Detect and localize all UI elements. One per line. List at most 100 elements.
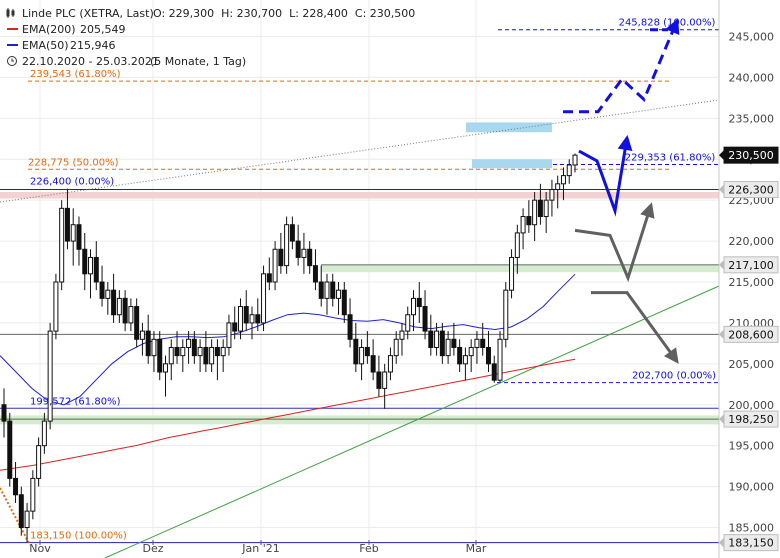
candle-body: [174, 346, 180, 357]
candle: [24, 502, 30, 543]
ohlc-values: O: 229,300 H: 230,700 L: 228,400 C: 230,…: [153, 7, 415, 20]
candle: [18, 486, 24, 536]
candle: [376, 355, 382, 397]
candle: [209, 339, 215, 373]
candle: [134, 298, 140, 348]
candle: [457, 339, 463, 373]
x-tick-label: Dez: [142, 542, 163, 555]
candle: [416, 282, 422, 323]
candle: [474, 331, 480, 364]
candle-body: [289, 224, 295, 242]
candle: [451, 322, 457, 356]
candle-body: [359, 346, 365, 365]
candle: [157, 331, 163, 381]
candle-body: [128, 306, 134, 324]
candle: [284, 216, 290, 274]
projection-arrows: [563, 18, 680, 364]
resistance-zone-upper: [466, 122, 552, 133]
candle-body: [157, 338, 163, 373]
candle: [301, 232, 307, 274]
candle: [434, 322, 440, 356]
ema200-line: [0, 358, 576, 471]
candle-body: [445, 338, 451, 357]
candle: [572, 153, 578, 173]
period-legend: 22.10.2020 - 25.03.2021 (5 Monate, 1 Tag…: [7, 55, 246, 68]
price-badge-pointer: [719, 150, 724, 161]
candlestick-icon: [6, 8, 15, 18]
candle: [168, 339, 174, 381]
scenario-arrow-up: [574, 202, 655, 283]
candle: [162, 355, 168, 397]
instrument-title: Linde PLC (XETRA, Last): [22, 7, 154, 20]
price-badge-pointer: [719, 414, 724, 425]
candle: [520, 208, 526, 250]
candle-body: [560, 175, 566, 185]
candle-body: [145, 330, 151, 357]
candle: [497, 331, 503, 383]
fib-anchor-line: [0, 487, 31, 546]
candle-body: [422, 306, 428, 332]
candle-body: [318, 281, 324, 299]
candle-body: [526, 216, 532, 226]
candle: [330, 273, 336, 307]
candle: [180, 339, 186, 373]
candle: [82, 232, 88, 291]
price-badge-label: 198,250: [728, 413, 774, 426]
candle: [64, 188, 70, 250]
candle-body: [30, 477, 36, 512]
candlesticks: [1, 153, 578, 543]
candle-body: [266, 273, 272, 283]
candle-body: [572, 154, 578, 166]
candle-body: [243, 306, 249, 324]
candle: [514, 224, 520, 274]
candle-body: [53, 281, 59, 332]
candle-body: [295, 240, 301, 258]
ema50-legend: EMA(50) 215,946: [7, 39, 116, 52]
candle-body: [416, 297, 422, 308]
ema200-value: 205,549: [80, 23, 126, 36]
candle: [266, 257, 272, 291]
candle-body: [18, 494, 24, 528]
candle-body: [411, 297, 417, 316]
candle-body: [341, 289, 347, 316]
candle: [116, 290, 122, 323]
candle-body: [64, 207, 70, 242]
candle: [30, 470, 36, 520]
candle-body: [180, 346, 186, 357]
ema200-label: EMA(200): [22, 23, 76, 36]
candle-body: [99, 281, 105, 299]
ema200-legend: EMA(200) 205,549: [7, 23, 126, 36]
candle-body: [485, 346, 491, 365]
candle-body: [116, 297, 122, 316]
instrument-line: Linde PLC (XETRA, Last) O: 229,300 H: 23…: [6, 7, 415, 20]
candle-body: [301, 248, 307, 258]
candle-body: [134, 306, 140, 340]
candle: [295, 224, 301, 266]
candle: [220, 339, 226, 373]
candle: [151, 331, 157, 373]
candle-body: [353, 338, 359, 365]
fib-label: 199,572 (61.80%): [30, 396, 121, 407]
candle-body: [382, 371, 388, 389]
candle: [393, 331, 399, 364]
candle: [145, 314, 151, 364]
candle: [543, 191, 549, 233]
price-badge: 226,300: [719, 181, 779, 199]
period-note: (5 Monate, 1 Tag): [150, 55, 246, 68]
candle: [13, 462, 19, 503]
scenario-arrow-down: [591, 291, 679, 364]
candle: [70, 208, 76, 266]
candle-body: [347, 314, 353, 340]
clock-icon: [7, 56, 17, 66]
candle: [324, 273, 330, 315]
candle-body: [214, 346, 220, 357]
candle: [555, 175, 561, 209]
candle: [537, 183, 543, 225]
x-tick-label: Mar: [466, 542, 487, 555]
candle-body: [364, 346, 370, 357]
trendlines: [0, 99, 720, 558]
candle-body: [509, 256, 515, 291]
candle-body: [491, 363, 497, 381]
y-tick-label: 200,000: [729, 399, 775, 412]
